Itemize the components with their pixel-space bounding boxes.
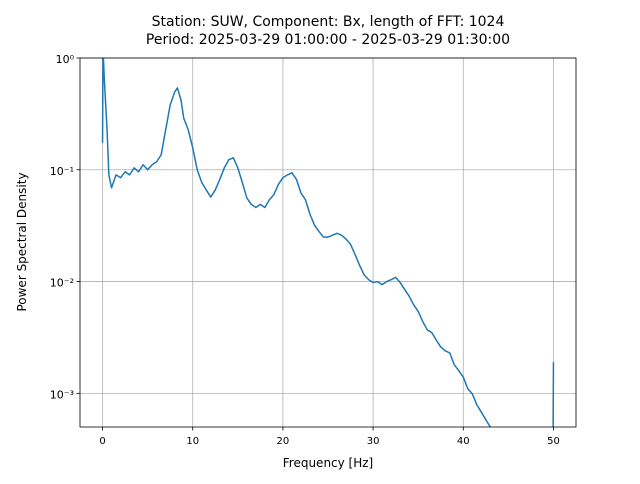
x-tick-label: 30 — [367, 436, 380, 447]
x-axis-label: Frequency [Hz] — [283, 456, 374, 470]
x-tick-label: 0 — [99, 436, 105, 447]
y-axis-label: Power Spectral Density — [15, 172, 29, 311]
x-tick-label: 10 — [186, 436, 199, 447]
psd-line — [101, 58, 555, 427]
y-tick-label: 10⁻¹ — [50, 165, 74, 178]
x-tick-label: 20 — [277, 436, 290, 447]
x-tick-label: 40 — [457, 436, 470, 447]
y-tick-label: 10⁰ — [56, 53, 75, 66]
chart-title: Station: SUW, Component: Bx, length of F… — [152, 14, 505, 30]
x-tick-label: 50 — [547, 436, 560, 447]
plot-area — [101, 58, 555, 427]
axes-frame — [79, 57, 577, 428]
y-tick-label: 10⁻² — [50, 277, 74, 290]
y-tick-label: 10⁻³ — [50, 388, 74, 401]
chart-subtitle: Period: 2025-03-29 01:00:00 - 2025-03-29… — [146, 32, 510, 48]
